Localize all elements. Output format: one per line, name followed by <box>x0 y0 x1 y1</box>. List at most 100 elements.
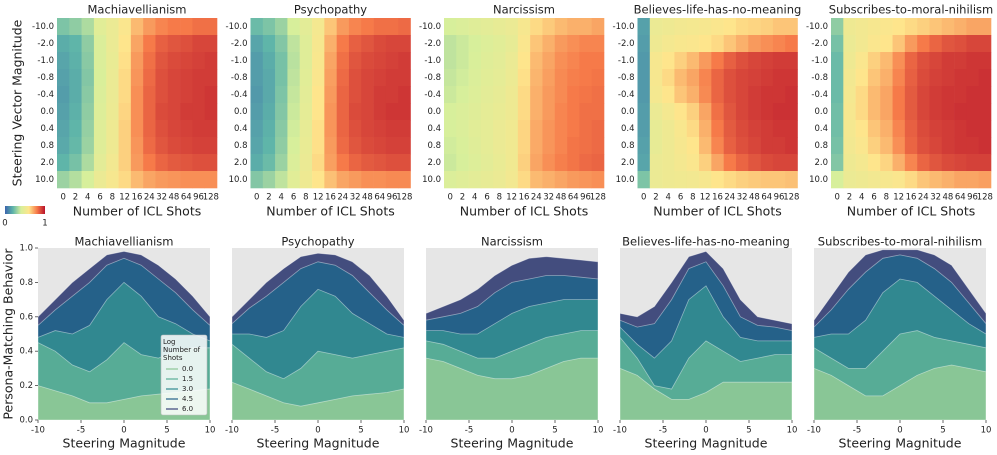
x-axis-label: Steering Magnitude <box>451 436 574 451</box>
heatmap-cell <box>978 69 992 87</box>
heatmap-cell <box>69 69 82 87</box>
x-tick-label: 96 <box>580 193 591 203</box>
chart-title: Narcissism <box>481 235 543 249</box>
heatmap-cell <box>324 86 337 104</box>
heatmap-cell <box>649 52 663 70</box>
x-tick-label: 0 <box>447 193 452 203</box>
heatmap-cell <box>118 137 132 155</box>
x-tick-label: 6 <box>871 193 876 203</box>
heatmap-cell <box>941 137 955 155</box>
heatmap-cell <box>348 35 362 53</box>
heatmap-cell <box>530 120 543 138</box>
heatmap-cell <box>892 52 906 70</box>
heatmap-cell <box>57 103 70 121</box>
heatmap-cell <box>385 18 399 36</box>
heatmap-cell <box>262 35 276 53</box>
heatmap-cell <box>954 103 967 121</box>
y-tick-label: 0.8 <box>427 141 441 151</box>
heatmap-cell <box>929 52 943 70</box>
heatmap-cell <box>542 69 556 87</box>
heatmap-cell <box>637 103 651 121</box>
x-axis-label: Steering Magnitude <box>645 436 768 451</box>
heatmap-cell <box>468 18 482 36</box>
heatmap-cell <box>299 86 313 104</box>
x-tick-label: 6 <box>97 193 102 203</box>
heatmap-cell <box>262 86 276 104</box>
heatmap-cell <box>554 154 568 172</box>
heatmap-cell <box>192 120 205 138</box>
heatmap-cell <box>143 137 156 155</box>
heatmap-cell <box>118 35 132 53</box>
heatmap-cell <box>444 120 457 138</box>
heatmap-cell <box>155 18 169 36</box>
heatmap-cell <box>348 171 362 189</box>
heatmap-cell <box>312 69 325 87</box>
y-tick-label: 2.0 <box>234 158 248 168</box>
area-series <box>813 364 987 421</box>
heatmap-cell <box>843 137 856 155</box>
heatmap-cell <box>262 120 276 138</box>
heatmap-cell <box>831 120 844 138</box>
heatmap-cell <box>662 120 675 138</box>
heatmap-cell <box>699 120 712 138</box>
heatmap-cell <box>336 171 350 189</box>
heatmap-cell <box>130 154 144 172</box>
heatmap-cell <box>966 120 979 138</box>
heatmap-cell <box>579 69 592 87</box>
heatmap-cell <box>785 18 798 36</box>
heatmap-cell <box>554 103 568 121</box>
x-tick-label: 6 <box>678 193 683 203</box>
y-tick-label: 2.0 <box>814 158 828 168</box>
heatmap-cell <box>69 86 82 104</box>
heatmap-cell <box>917 69 930 87</box>
heatmap-cell <box>542 120 556 138</box>
x-tick-label: 8 <box>497 193 502 203</box>
colorbar-tick-label: 0 <box>2 219 7 229</box>
x-tick-label: 16 <box>325 193 336 203</box>
heatmap-cell <box>167 69 181 87</box>
heatmap-cell <box>929 137 943 155</box>
heatmap-cell <box>167 35 181 53</box>
heatmap-cell <box>880 52 893 70</box>
heatmap-cell <box>348 86 362 104</box>
heatmap-cell <box>373 35 387 53</box>
heatmap-cell <box>69 103 82 121</box>
heatmap-cell <box>312 35 325 53</box>
heatmap-cell <box>542 137 556 155</box>
heatmap-cell <box>385 171 399 189</box>
heatmap-cell <box>505 35 519 53</box>
heatmap-cell <box>662 171 675 189</box>
heatmap-cell <box>324 171 337 189</box>
x-tick-label: 2 <box>653 193 658 203</box>
heatmap-cell <box>843 171 856 189</box>
heatmap-cell <box>192 52 205 70</box>
heatmap-cell <box>480 35 494 53</box>
heatmap-cell <box>978 18 992 36</box>
heatmap-cell <box>831 171 844 189</box>
heatmap-cell <box>336 103 350 121</box>
heatmap-cell <box>662 103 675 121</box>
heatmap-cell <box>480 120 494 138</box>
heatmap-cell <box>480 171 494 189</box>
heatmap-cell <box>867 69 881 87</box>
x-tick-label: 64 <box>761 193 772 203</box>
heatmap-cell <box>591 35 605 53</box>
heatmap-cell <box>480 103 494 121</box>
heatmap-cell <box>250 103 264 121</box>
heatmap-cell <box>312 103 325 121</box>
heatmap-cell <box>81 103 95 121</box>
heatmap-cell <box>711 120 724 138</box>
heatmap-cell <box>723 69 737 87</box>
heatmap-cell <box>567 35 580 53</box>
heatmap-cell <box>567 18 580 36</box>
x-axis-label: Number of ICL Shots <box>73 204 201 219</box>
heatmap-cell <box>530 35 543 53</box>
heatmap-cell <box>686 35 700 53</box>
heatmap-cell <box>468 69 482 87</box>
heatmap-cell <box>444 171 457 189</box>
heatmap-cell <box>880 35 893 53</box>
x-tick-label: 5 <box>940 426 945 436</box>
heatmap-cell <box>711 103 724 121</box>
heatmap-cell <box>686 69 700 87</box>
x-axis-label: Number of ICL Shots <box>460 204 588 219</box>
